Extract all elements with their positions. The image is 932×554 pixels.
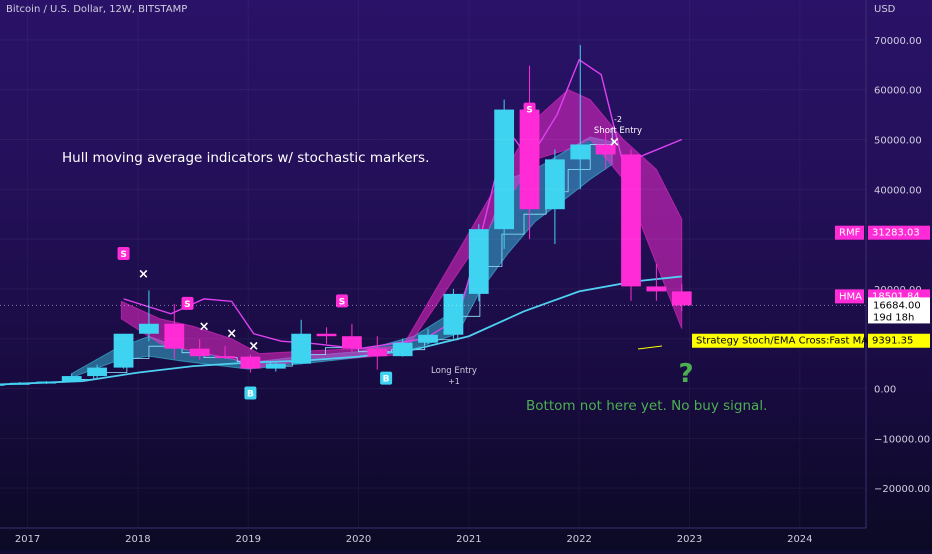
sell-marker-label: S <box>339 297 345 307</box>
candle-body <box>646 286 667 292</box>
candle-body <box>113 333 134 368</box>
y-tick-label: 70000.00 <box>874 36 922 47</box>
candle-body <box>291 333 312 364</box>
candle-body <box>443 293 464 335</box>
candlesticks <box>0 44 692 386</box>
candle-body <box>36 381 57 384</box>
cross-marker: × <box>138 267 149 282</box>
countdown-value: 19d 18h <box>873 312 914 323</box>
strategy-label-badge-text: Strategy Stoch/EMA Cross:Fast MA <box>696 336 868 347</box>
x-tick-label: 2018 <box>125 534 150 545</box>
cross-marker: × <box>248 339 259 354</box>
y-axis: 70000.0060000.0050000.0040000.0020000.00… <box>0 36 930 495</box>
cross-marker: × <box>199 319 210 334</box>
x-tick-label: 2017 <box>15 534 40 545</box>
buy-marker-label: B <box>383 375 390 385</box>
long-entry-count: +1 <box>448 377 460 386</box>
last-price-value: 16684.00 <box>873 300 921 311</box>
signal-markers: S S S S B B × × × × × <box>117 102 620 400</box>
hull-ribbons <box>71 89 683 379</box>
candle-body <box>342 336 362 349</box>
x-tick-label: 2024 <box>787 534 812 545</box>
last-price-badge <box>868 297 930 324</box>
hma-value-badge-text: 18501.84 <box>872 291 920 302</box>
y-tick-label: 0.00 <box>874 385 896 396</box>
x-tick-label: 2021 <box>456 534 481 545</box>
cross-marker: × <box>609 135 620 150</box>
candle-body <box>164 323 185 349</box>
bottom-note-annotation: Bottom not here yet. No buy signal. <box>526 398 767 414</box>
y-tick-label: 40000.00 <box>874 185 922 196</box>
question-mark: ? <box>678 359 693 389</box>
sell-marker <box>181 296 194 310</box>
candle-body <box>316 333 337 337</box>
annotations: Hull moving average indicators w/ stocha… <box>62 115 767 414</box>
sell-marker <box>117 247 130 261</box>
candle-body <box>189 348 210 357</box>
candle-body <box>570 144 591 160</box>
strategy-label-badge <box>692 333 864 348</box>
sell-marker-label: S <box>526 106 532 116</box>
currency-label: USD <box>874 4 896 15</box>
candle-body <box>265 363 286 369</box>
hma-label-badge-text: HMA <box>839 291 862 302</box>
sell-marker-label: S <box>184 300 190 310</box>
short-entry-label: Short Entry <box>594 126 642 136</box>
candle-body <box>418 334 438 343</box>
x-tick-label: 2023 <box>677 534 702 545</box>
y-tick-label: 60000.00 <box>874 86 922 97</box>
candle-body <box>519 109 540 210</box>
candle-body <box>545 159 565 210</box>
rmf-label-badge-text: RMF <box>839 228 861 239</box>
candle-body <box>87 367 107 377</box>
y-tick-label: −10000.00 <box>874 434 930 445</box>
short-entry-count: -2 <box>614 115 622 124</box>
sell-marker <box>523 102 536 116</box>
candle-body <box>215 356 235 359</box>
rmf-label-badge <box>835 225 864 240</box>
strategy-value-badge-text: 9391.35 <box>872 336 913 347</box>
sell-marker <box>335 294 348 308</box>
candle-body <box>9 382 30 385</box>
x-tick-label: 2020 <box>346 534 371 545</box>
buy-marker-label: B <box>247 390 254 400</box>
sell-marker-label: S <box>120 250 126 260</box>
candle-body <box>139 323 159 334</box>
x-axis: 2017 2018 2019 2020 2021 2022 2023 2024 <box>15 0 813 545</box>
strategy-line-segment <box>637 345 663 350</box>
buy-marker <box>244 386 257 400</box>
candle-body <box>392 342 413 357</box>
long-entry-label: Long Entry <box>431 366 477 376</box>
hma-label-badge <box>835 289 864 304</box>
candle-body <box>595 144 616 155</box>
headline-annotation: Hull moving average indicators w/ stocha… <box>62 150 429 166</box>
y-tick-label: 50000.00 <box>874 135 922 146</box>
x-tick-label: 2019 <box>235 534 260 545</box>
strategy-value-badge <box>868 333 930 348</box>
rmf-value-badge <box>868 225 930 240</box>
candle-body <box>468 229 489 294</box>
cross-marker: × <box>226 327 237 342</box>
candle-body <box>240 356 261 369</box>
buy-marker <box>380 371 393 385</box>
candle-body <box>621 154 641 287</box>
candle-body <box>367 348 388 357</box>
rmf-value-badge-text: 31283.03 <box>872 228 920 239</box>
rmf-line <box>123 58 683 350</box>
candle-body <box>494 109 515 230</box>
symbol-title: Bitcoin / U.S. Dollar, 12W, BITSTAMP <box>6 4 188 15</box>
candle-body <box>0 383 5 386</box>
x-tick-label: 2022 <box>566 534 591 545</box>
candle-body <box>671 291 692 306</box>
candle-body <box>61 376 82 382</box>
y-tick-label: −20000.00 <box>874 484 930 495</box>
hma-line <box>0 275 682 386</box>
